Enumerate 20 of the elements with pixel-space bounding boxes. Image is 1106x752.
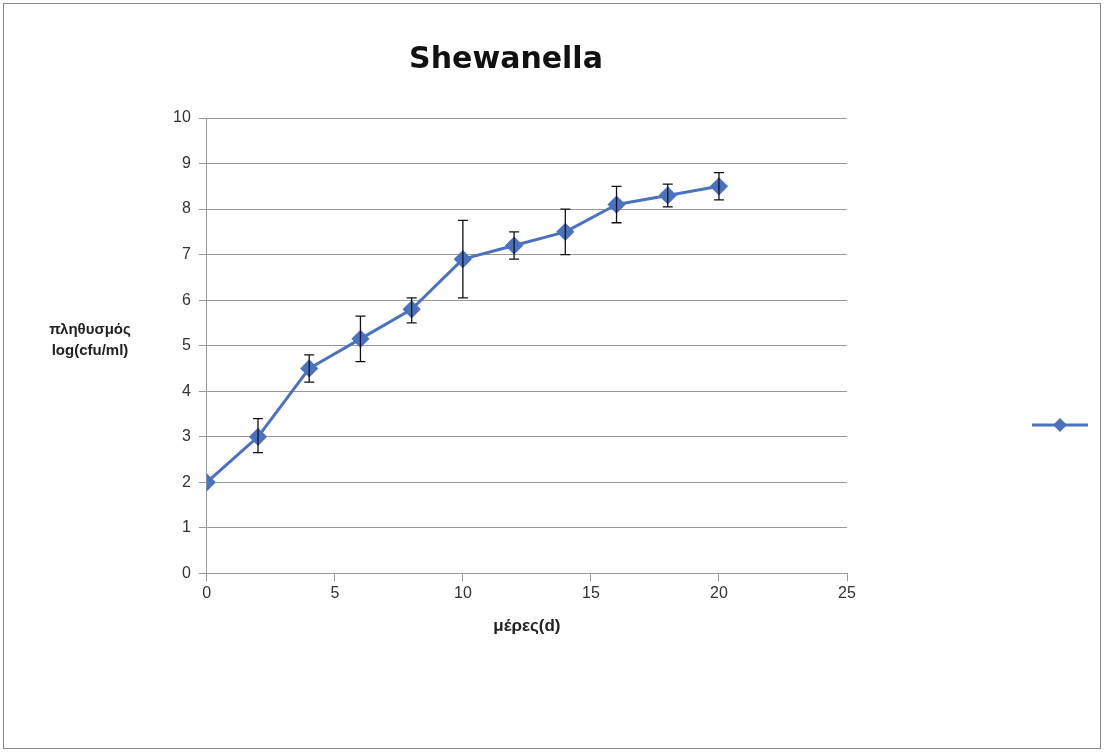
y-tick-label: 6	[181, 290, 191, 308]
x-tick-label: 20	[710, 584, 728, 602]
y-tick-label: 2	[181, 472, 191, 490]
chart-title: Shewanella	[409, 39, 603, 75]
y-tick-label: 7	[181, 245, 191, 263]
y-axis-title: πληθυσμός log(cfu/ml)	[48, 319, 132, 360]
y-tick-label: 9	[181, 153, 191, 171]
y-tick-label: 0	[181, 563, 191, 581]
y-tick-label: 10	[173, 108, 191, 126]
x-tick-label: 5	[330, 584, 340, 602]
y-tick-label: 8	[181, 199, 191, 217]
y-tick-label: 3	[181, 427, 191, 445]
y-tick-label: 4	[181, 381, 191, 399]
x-tick-label: 25	[838, 584, 856, 602]
y-tick-label: 1	[181, 518, 191, 536]
x-axis-title: μέρες(d)	[493, 616, 561, 636]
x-tick-label: 10	[453, 584, 472, 602]
x-tick-label: 15	[582, 584, 600, 602]
x-tick-label: 0	[202, 584, 212, 602]
y-tick-label: 5	[181, 336, 191, 354]
